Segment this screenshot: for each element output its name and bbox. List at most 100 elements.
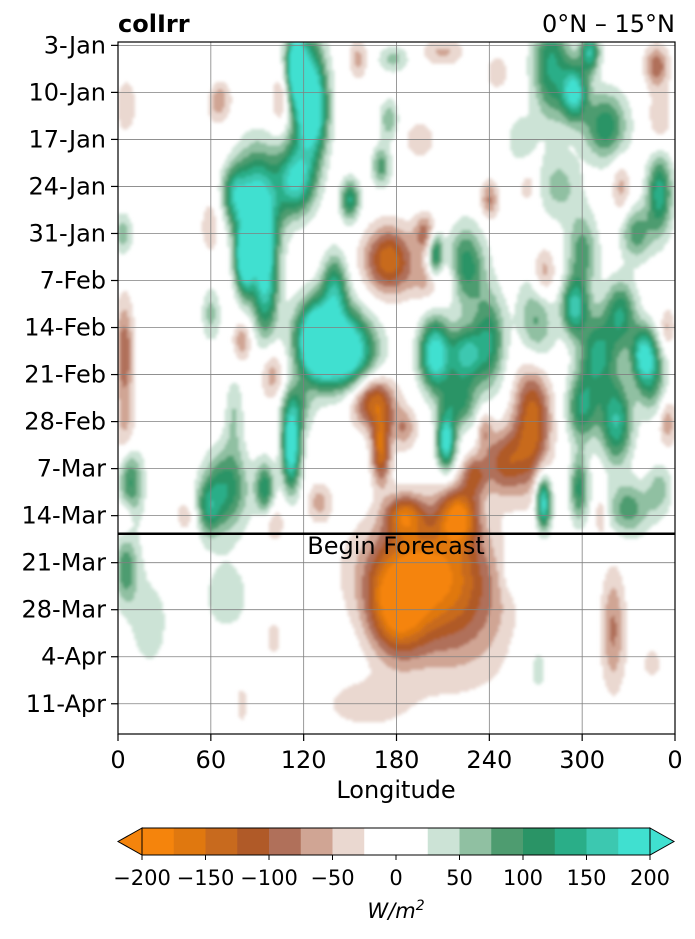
field-cell xyxy=(598,58,604,62)
field-cell xyxy=(305,166,312,170)
field-cell xyxy=(124,326,131,330)
field-cell xyxy=(118,248,128,252)
field-cell xyxy=(558,65,593,69)
field-cell xyxy=(610,288,632,292)
field-cell xyxy=(243,147,286,151)
field-cell xyxy=(368,359,374,363)
field-cell xyxy=(275,192,286,196)
field-cell xyxy=(670,173,675,177)
field-cell xyxy=(285,74,289,78)
field-cell xyxy=(380,338,388,342)
field-cell xyxy=(579,51,583,55)
field-cell xyxy=(614,345,632,349)
field-cell xyxy=(398,234,418,238)
field-cell xyxy=(582,352,588,356)
field-cell xyxy=(589,131,597,135)
field-cell xyxy=(294,110,298,114)
field-cell xyxy=(438,241,444,245)
field-cell xyxy=(447,317,460,321)
field-cell xyxy=(480,258,486,262)
field-cell xyxy=(616,138,625,142)
field-cell xyxy=(380,136,395,140)
field-cell xyxy=(510,145,537,149)
field-cell xyxy=(312,53,319,57)
field-cell xyxy=(294,98,321,102)
field-cell xyxy=(257,319,265,323)
field-cell xyxy=(623,232,632,236)
field-cell xyxy=(491,317,497,321)
field-cell xyxy=(480,201,486,205)
field-cell xyxy=(289,107,293,111)
field-cell xyxy=(296,150,314,154)
field-cell xyxy=(361,333,365,337)
field-cell xyxy=(651,361,655,365)
field-cell xyxy=(296,314,302,318)
field-cell xyxy=(396,277,409,281)
field-cell xyxy=(345,314,351,318)
field-cell xyxy=(241,288,247,292)
field-cell xyxy=(366,321,374,325)
field-cell xyxy=(229,190,233,194)
field-cell xyxy=(326,129,330,132)
field-cell xyxy=(665,192,671,196)
field-cell xyxy=(234,328,249,332)
field-cell xyxy=(368,352,372,356)
field-cell xyxy=(591,288,611,292)
field-cell xyxy=(131,364,135,368)
field-cell xyxy=(231,340,237,344)
field-cell xyxy=(547,265,555,269)
field-cell xyxy=(572,314,579,318)
field-cell xyxy=(586,286,593,290)
field-cell xyxy=(329,281,340,285)
field-cell xyxy=(442,314,463,318)
field-cell xyxy=(340,201,344,205)
field-cell xyxy=(312,150,319,154)
field-cell xyxy=(377,168,386,172)
field-cell xyxy=(605,357,613,361)
field-cell xyxy=(380,60,388,64)
field-cell xyxy=(647,183,651,187)
field-cell xyxy=(415,213,432,217)
field-cell xyxy=(118,244,131,248)
field-cell xyxy=(259,303,272,306)
field-cell xyxy=(582,305,588,309)
field-cell xyxy=(417,223,430,227)
field-cell xyxy=(491,340,497,344)
field-cell xyxy=(238,272,242,276)
field-cell xyxy=(401,246,409,250)
field-cell xyxy=(630,352,637,356)
field-cell xyxy=(651,171,658,175)
field-cell xyxy=(563,314,567,318)
field-cell xyxy=(496,298,507,302)
field-cell xyxy=(640,194,646,198)
field-cell xyxy=(324,112,328,116)
field-cell xyxy=(382,119,395,123)
field-cell xyxy=(354,194,358,198)
field-cell xyxy=(493,192,500,196)
field-cell xyxy=(317,157,323,161)
field-cell xyxy=(619,307,623,311)
field-cell xyxy=(118,303,133,306)
field-cell xyxy=(280,213,293,217)
field-cell xyxy=(582,84,586,88)
field-cell xyxy=(593,46,597,50)
field-cell xyxy=(319,277,326,281)
field-cell xyxy=(405,241,421,245)
field-cell xyxy=(359,272,367,276)
field-cell xyxy=(278,208,286,212)
field-cell xyxy=(299,194,305,198)
field-cell xyxy=(380,131,395,135)
field-cell xyxy=(308,298,314,302)
field-cell xyxy=(287,56,291,60)
field-cell xyxy=(563,103,569,107)
field-cell xyxy=(568,178,583,182)
field-cell xyxy=(582,354,588,358)
field-cell xyxy=(438,255,442,259)
field-cell xyxy=(422,258,425,262)
field-cell xyxy=(285,42,289,45)
field-cell xyxy=(229,272,235,276)
field-cell xyxy=(326,107,330,111)
field-cell xyxy=(596,131,613,135)
field-cell xyxy=(375,152,386,156)
field-cell xyxy=(299,187,305,191)
